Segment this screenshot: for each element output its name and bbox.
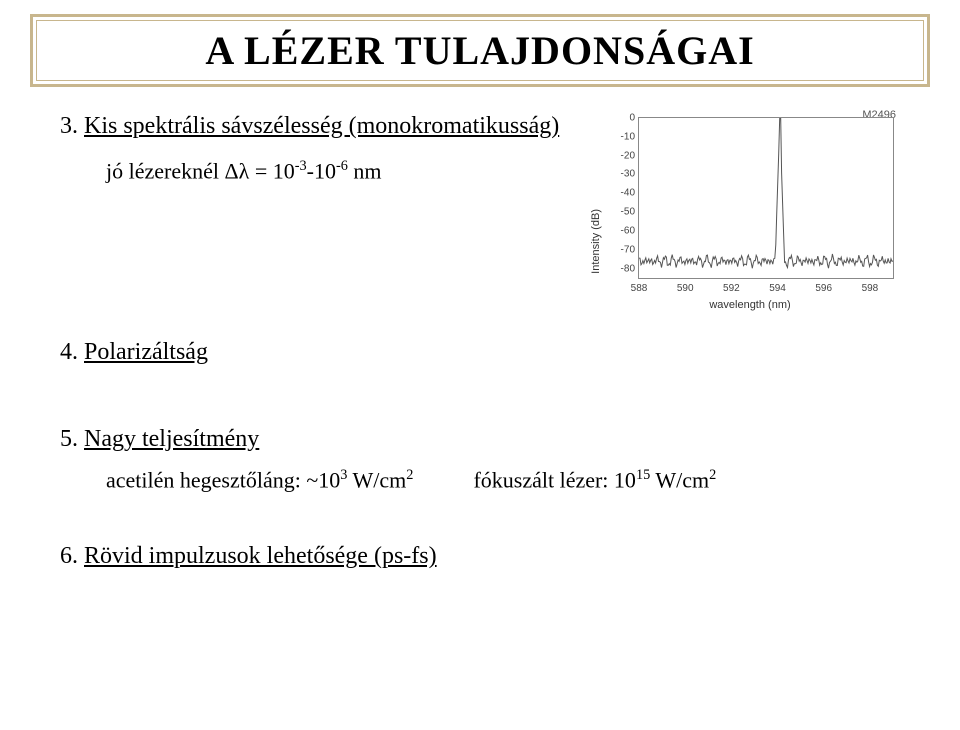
- sub-prefix: jó lézereknél: [106, 158, 225, 183]
- section-6: 6. Rövid impulzusok lehetősége (ps-fs): [60, 543, 900, 570]
- section-4-label: Polarizáltság: [84, 339, 208, 365]
- section-3-sub: jó lézereknél Δλ = 10-3-10-6 nm: [106, 158, 588, 184]
- sub-expr: Δλ = 10: [225, 158, 295, 183]
- xtick: 598: [862, 283, 879, 294]
- xtick: 588: [631, 283, 648, 294]
- ytick: -40: [609, 188, 635, 199]
- section-6-num: 6.: [60, 543, 78, 569]
- ytick: -50: [609, 207, 635, 218]
- section-3: 3. Kis spektrális sávszélesség (monokrom…: [60, 113, 588, 140]
- spectrum-chart: M2496 0-10-20-30-40-50-60-70-80588590592…: [600, 109, 900, 309]
- section-4-num: 4.: [60, 339, 78, 365]
- ytick: -10: [609, 131, 635, 142]
- ytick: -20: [609, 150, 635, 161]
- ytick: 0: [609, 113, 635, 124]
- sub-exp1: -3: [295, 158, 307, 174]
- sub-exp2: -6: [336, 158, 348, 174]
- sub-unit: nm: [348, 158, 382, 183]
- section-4: 4. Polarizáltság: [60, 339, 900, 366]
- ytick: -80: [609, 263, 635, 274]
- perf1: acetilén hegesztőláng: ~103 W/cm2: [106, 467, 413, 493]
- xtick: 594: [769, 283, 786, 294]
- ytick: -70: [609, 244, 635, 255]
- xtick: 596: [815, 283, 832, 294]
- section-5-values: acetilén hegesztőláng: ~103 W/cm2 fókusz…: [106, 467, 900, 493]
- slide-title: A LÉZER TULAJDONSÁGAI: [205, 28, 754, 73]
- section-6-label: Rövid impulzusok lehetősége (ps-fs): [84, 543, 437, 569]
- xtick: 590: [677, 283, 694, 294]
- title-frame: A LÉZER TULAJDONSÁGAI: [30, 14, 930, 87]
- chart-xlabel: wavelength (nm): [709, 299, 790, 311]
- section-3-label: Kis spektrális sávszélesség (monokromati…: [84, 113, 559, 139]
- xtick: 592: [723, 283, 740, 294]
- section-5-label: Nagy teljesítmény: [84, 426, 259, 452]
- sub-mid: -10: [307, 158, 336, 183]
- ytick: -30: [609, 169, 635, 180]
- spectrum-line: [639, 118, 893, 278]
- chart-ylabel: Intensity (dB): [590, 209, 602, 274]
- section-3-num: 3.: [60, 113, 78, 139]
- section-5-num: 5.: [60, 426, 78, 452]
- title-frame-inner: A LÉZER TULAJDONSÁGAI: [36, 20, 924, 81]
- perf2: fókuszált lézer: 1015 W/cm2: [473, 467, 716, 493]
- ytick: -60: [609, 225, 635, 236]
- section-5: 5. Nagy teljesítmény: [60, 426, 900, 453]
- plot-area: 0-10-20-30-40-50-60-70-80588590592594596…: [638, 117, 894, 279]
